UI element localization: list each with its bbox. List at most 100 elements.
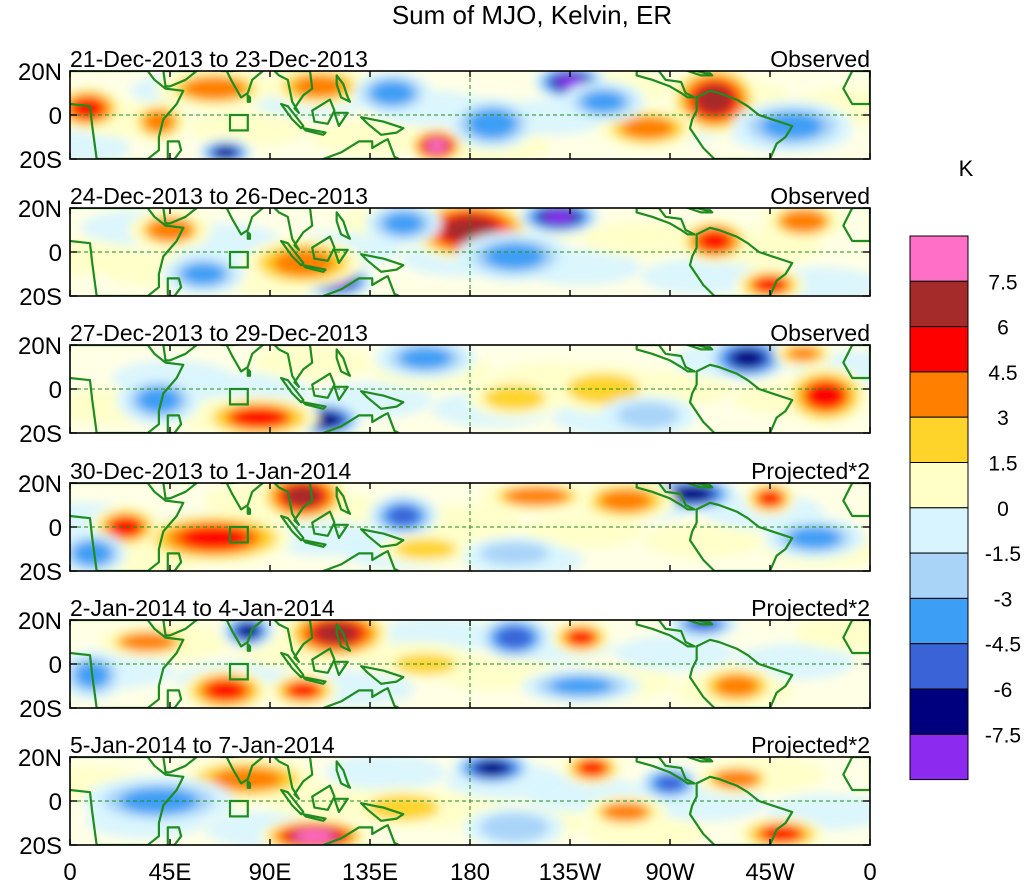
- anomaly-cell: [128, 209, 212, 251]
- coastlines: [70, 71, 870, 159]
- anomaly-cell: [368, 494, 439, 538]
- colorbar-swatch: [909, 371, 969, 418]
- latitude-label: 20N: [18, 471, 62, 498]
- anomaly-cell: [70, 532, 127, 571]
- anomaly-cell: [198, 396, 320, 433]
- panel-kind-label: Projected*2: [751, 458, 870, 484]
- panel-kind-label: Observed: [770, 183, 870, 209]
- anomaly-cell: [478, 483, 595, 513]
- anomaly-cell: [378, 533, 473, 565]
- anomaly-cell: [260, 818, 369, 845]
- anomaly-cell: [764, 517, 865, 559]
- anomaly-cell: [268, 71, 370, 108]
- panel-kind-label: Projected*2: [751, 732, 870, 758]
- anomaly-cell: [464, 537, 564, 570]
- colorbar-swatch: [909, 326, 969, 373]
- map-panel: 20N 0 20S 27-Dec-2013 to 29-Dec-2013 Observe…: [18, 320, 871, 448]
- anomaly-cell: [116, 375, 201, 425]
- coastlines: [70, 345, 870, 433]
- colorbar-unit: K: [959, 156, 974, 181]
- panel-date-range: 30-Dec-2013 to 1-Jan-2014: [70, 458, 351, 484]
- anomaly-cell: [551, 620, 612, 655]
- anomaly-cell: [521, 669, 641, 703]
- colorbar-label: -4.5: [985, 634, 1021, 657]
- longitude-tick-label: 0: [863, 859, 876, 886]
- colorbar-swatch: [909, 643, 969, 690]
- latitude-label: 0: [49, 515, 62, 542]
- figure-title: Sum of MJO, Kelvin, ER: [392, 0, 672, 30]
- colorbar: 7.5 6 4.5 3 1.5 0 -1.5 -3 -4.5 -6 -7.5 K: [909, 156, 1021, 781]
- anomaly-cell: [735, 267, 805, 296]
- anomaly-cell: [449, 98, 536, 150]
- longitude-tick-label: 45W: [745, 859, 795, 886]
- latitude-label: 20S: [19, 421, 62, 448]
- anomaly-cell: [259, 483, 348, 523]
- longitude-tick-label: 45E: [149, 859, 192, 886]
- anomaly-cell: [455, 231, 574, 282]
- anomaly-cell: [182, 668, 269, 708]
- panel-date-range: 2-Jan-2014 to 4-Jan-2014: [70, 595, 335, 621]
- latitude-label: 0: [49, 240, 62, 267]
- anomaly-field: [70, 345, 870, 433]
- latitude-label: 20N: [18, 745, 62, 772]
- colorbar-swatch: [909, 280, 969, 328]
- latitude-label: 0: [49, 789, 62, 816]
- colorbar-label: -6: [994, 679, 1013, 702]
- anomaly-cell: [353, 71, 431, 115]
- latitude-label: 20S: [19, 147, 62, 174]
- anomaly-field: [70, 208, 870, 296]
- colorbar-swatch: [909, 597, 969, 645]
- colorbar-label: -1.5: [985, 543, 1021, 566]
- latitude-label: 20N: [18, 59, 62, 86]
- anomaly-cell: [378, 648, 473, 680]
- latitude-label: 0: [49, 652, 62, 679]
- latitude-label: 20N: [18, 608, 62, 635]
- colorbar-swatch: [909, 462, 969, 509]
- anomaly-cell: [639, 766, 701, 801]
- coastlines: [70, 208, 870, 296]
- latitude-label: 0: [49, 103, 62, 130]
- panel-date-range: 21-Dec-2013 to 23-Dec-2013: [70, 46, 368, 72]
- latitude-label: 20S: [19, 559, 62, 586]
- longitude-axis: 0 45E 90E 135E 180 135W 90W 45W 0: [63, 859, 876, 886]
- anomaly-cell: [744, 483, 796, 516]
- colorbar-label: -3: [994, 588, 1013, 611]
- latitude-label: 0: [49, 377, 62, 404]
- map-panel: 20N 0 20S 21-Dec-2013 to 23-Dec-2013 Observe…: [18, 46, 871, 174]
- anomaly-cell: [346, 787, 460, 828]
- anomaly-cell: [518, 208, 600, 235]
- anomaly-cell: [575, 483, 676, 522]
- anomaly-cell: [694, 665, 779, 707]
- anomaly-field: [70, 483, 870, 571]
- map-panels: 20N 0 20S 21-Dec-2013 to 23-Dec-2013 Observe…: [18, 46, 871, 860]
- colorbar-swatch: [909, 688, 969, 735]
- anomaly-cell: [467, 378, 562, 418]
- colorbar-label: 3: [997, 407, 1009, 430]
- colorbar-label: 0: [997, 498, 1009, 521]
- anomaly-cell: [452, 757, 533, 786]
- anomaly-cell: [409, 128, 464, 159]
- coastlines: [70, 620, 870, 708]
- panel-date-range: 24-Dec-2013 to 26-Dec-2013: [70, 183, 368, 209]
- anomaly-cell: [773, 345, 834, 367]
- coastlines: [70, 483, 870, 571]
- colorbar-swatch: [909, 552, 969, 599]
- anomaly-cell: [584, 795, 667, 829]
- panel-kind-label: Projected*2: [751, 595, 870, 621]
- map-panel: 20N 0 20S 30-Dec-2013 to 1-Jan-2014 Projecte…: [18, 458, 871, 586]
- anomaly-cell: [679, 219, 750, 263]
- anomaly-cell: [782, 365, 869, 426]
- latitude-label: 20S: [19, 833, 62, 860]
- anomaly-cell: [70, 86, 123, 131]
- anomaly-cell: [762, 208, 845, 242]
- panel-kind-label: Observed: [770, 46, 870, 72]
- colorbar-swatch: [909, 733, 969, 781]
- panel-kind-label: Observed: [770, 320, 870, 346]
- map-panel: 20N 0 20S 2-Jan-2014 to 4-Jan-2014 Projected…: [18, 595, 871, 723]
- colorbar-swatch: [909, 507, 969, 554]
- longitude-tick-label: 135W: [539, 859, 602, 886]
- anomaly-cell: [365, 208, 442, 245]
- colorbar-label: -7.5: [985, 724, 1021, 747]
- anomaly-field: [70, 620, 870, 708]
- anomaly-cell: [562, 757, 623, 786]
